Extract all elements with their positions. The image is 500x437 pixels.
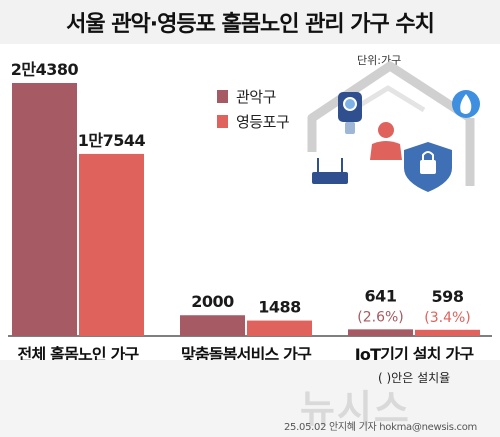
category-label-0: 전체 홀몸노인 가구 <box>18 345 140 364</box>
data-label-1-1: 1488 <box>258 298 301 317</box>
fire-icon <box>452 90 480 118</box>
bar-2-0 <box>348 329 413 336</box>
footer-band <box>0 360 500 437</box>
title-bar <box>0 0 500 44</box>
router-icon <box>312 158 348 184</box>
category-label-1: 맞춤돌봄서비스 가구 <box>181 345 312 364</box>
data-label-1-0: 2000 <box>191 292 234 311</box>
data-label-0-0: 2만4380 <box>11 60 79 79</box>
data-label-0-1: 1만7544 <box>78 131 146 150</box>
legend-label-gwanak: 관악구 <box>236 88 276 106</box>
legend: 관악구 영등포구 <box>217 84 290 134</box>
legend-item-yeongdeungpo: 영등포구 <box>217 109 290 134</box>
bar-1-1 <box>247 320 312 336</box>
credit-line: 25.05.02 안지혜 기자 hokma@newsis.com <box>284 422 477 433</box>
legend-swatch-gwanak <box>217 90 228 103</box>
camera-icon <box>338 92 362 134</box>
person-icon <box>370 122 402 160</box>
bar-0-1 <box>79 153 144 336</box>
rate-label-2-1: (3.4%) <box>424 310 471 326</box>
data-label-2-1: 598 <box>432 287 464 306</box>
lock-shield-icon <box>404 142 452 192</box>
rate-label-2-0: (2.6%) <box>357 309 404 325</box>
bar-1-0 <box>180 315 245 336</box>
legend-swatch-yeongdeungpo <box>217 115 228 128</box>
watermark-logo: 뉴시스 <box>300 387 411 431</box>
data-label-2-0: 641 <box>365 286 397 305</box>
category-label-2: IoT기기 설치 가구 <box>355 345 475 364</box>
legend-item-gwanak: 관악구 <box>217 84 289 109</box>
rate-note: ( )안은 설치율 <box>378 371 451 385</box>
bar-0-0 <box>12 83 77 336</box>
chart-title: 서울 관악·영등포 홀몸노인 관리 가구 수치 <box>66 12 435 37</box>
legend-label-yeongdeungpo: 영등포구 <box>236 113 290 131</box>
bar-2-1 <box>415 329 480 336</box>
